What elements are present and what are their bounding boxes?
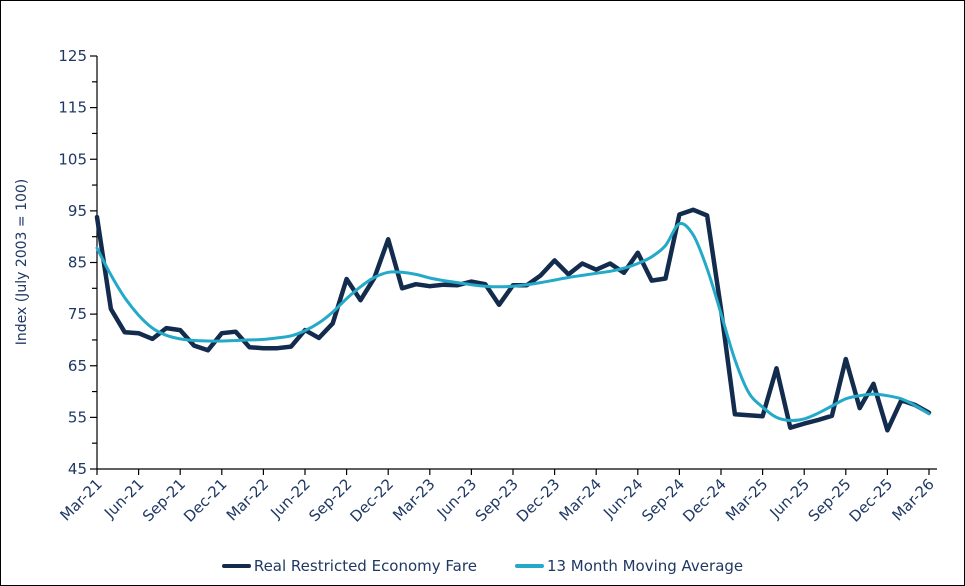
x-tick-label: Sep-23 (472, 475, 522, 525)
legend: Real Restricted Economy Fare 13 Month Mo… (1, 557, 964, 575)
x-tick-label: Jun-25 (766, 475, 813, 522)
x-tick-label: Sep-22 (305, 475, 355, 525)
x-tick-label: Dec-23 (513, 475, 564, 526)
y-tick-label: 75 (68, 305, 87, 323)
x-tick-label: Mar-21 (56, 475, 105, 524)
y-tick-label: 65 (68, 357, 87, 375)
x-tick-label: Sep-21 (139, 475, 189, 525)
fare-line-swatch-icon (221, 563, 251, 569)
y-tick-label: 45 (68, 460, 87, 478)
legend-item-moving-average: 13 Month Moving Average (514, 557, 744, 575)
legend-label-fare: Real Restricted Economy Fare (253, 557, 477, 575)
y-tick-label: 105 (58, 150, 87, 168)
x-tick-label: Jun-23 (433, 475, 480, 522)
x-tick-label: Dec-21 (180, 475, 231, 526)
x-tick-label: Dec-22 (346, 475, 397, 526)
x-tick-label: Mar-22 (223, 475, 272, 524)
y-tick-label: 115 (58, 99, 87, 117)
x-tick-label: Sep-25 (805, 475, 855, 525)
legend-label-moving-average: 13 Month Moving Average (546, 557, 744, 575)
x-tick-label: Dec-24 (679, 475, 730, 526)
x-tick-label: Jun-24 (599, 475, 646, 522)
x-tick-label: Jun-22 (266, 475, 313, 522)
y-tick-label: 95 (68, 202, 87, 220)
moving-average-swatch-icon (514, 564, 544, 568)
x-tick-label: Mar-23 (389, 475, 438, 524)
y-tick-label: 55 (68, 408, 87, 426)
x-tick-label: Mar-24 (556, 475, 605, 524)
x-tick-label: Dec-25 (846, 475, 897, 526)
y-tick-label: 125 (58, 47, 87, 65)
x-tick-label: Jun-21 (100, 475, 147, 522)
legend-item-fare: Real Restricted Economy Fare (221, 557, 477, 575)
fare-line (94, 207, 932, 433)
x-tick-label: Mar-26 (888, 475, 937, 524)
moving-average-line (95, 222, 931, 423)
line-chart-plot: 455565758595105115125Mar-21Jun-21Sep-21D… (56, 47, 937, 526)
y-tick-label: 85 (68, 254, 87, 272)
x-tick-label: Mar-25 (722, 475, 771, 524)
x-tick-label: Sep-24 (638, 475, 688, 525)
y-axis-title: Index (July 2003 = 100) (14, 178, 30, 346)
